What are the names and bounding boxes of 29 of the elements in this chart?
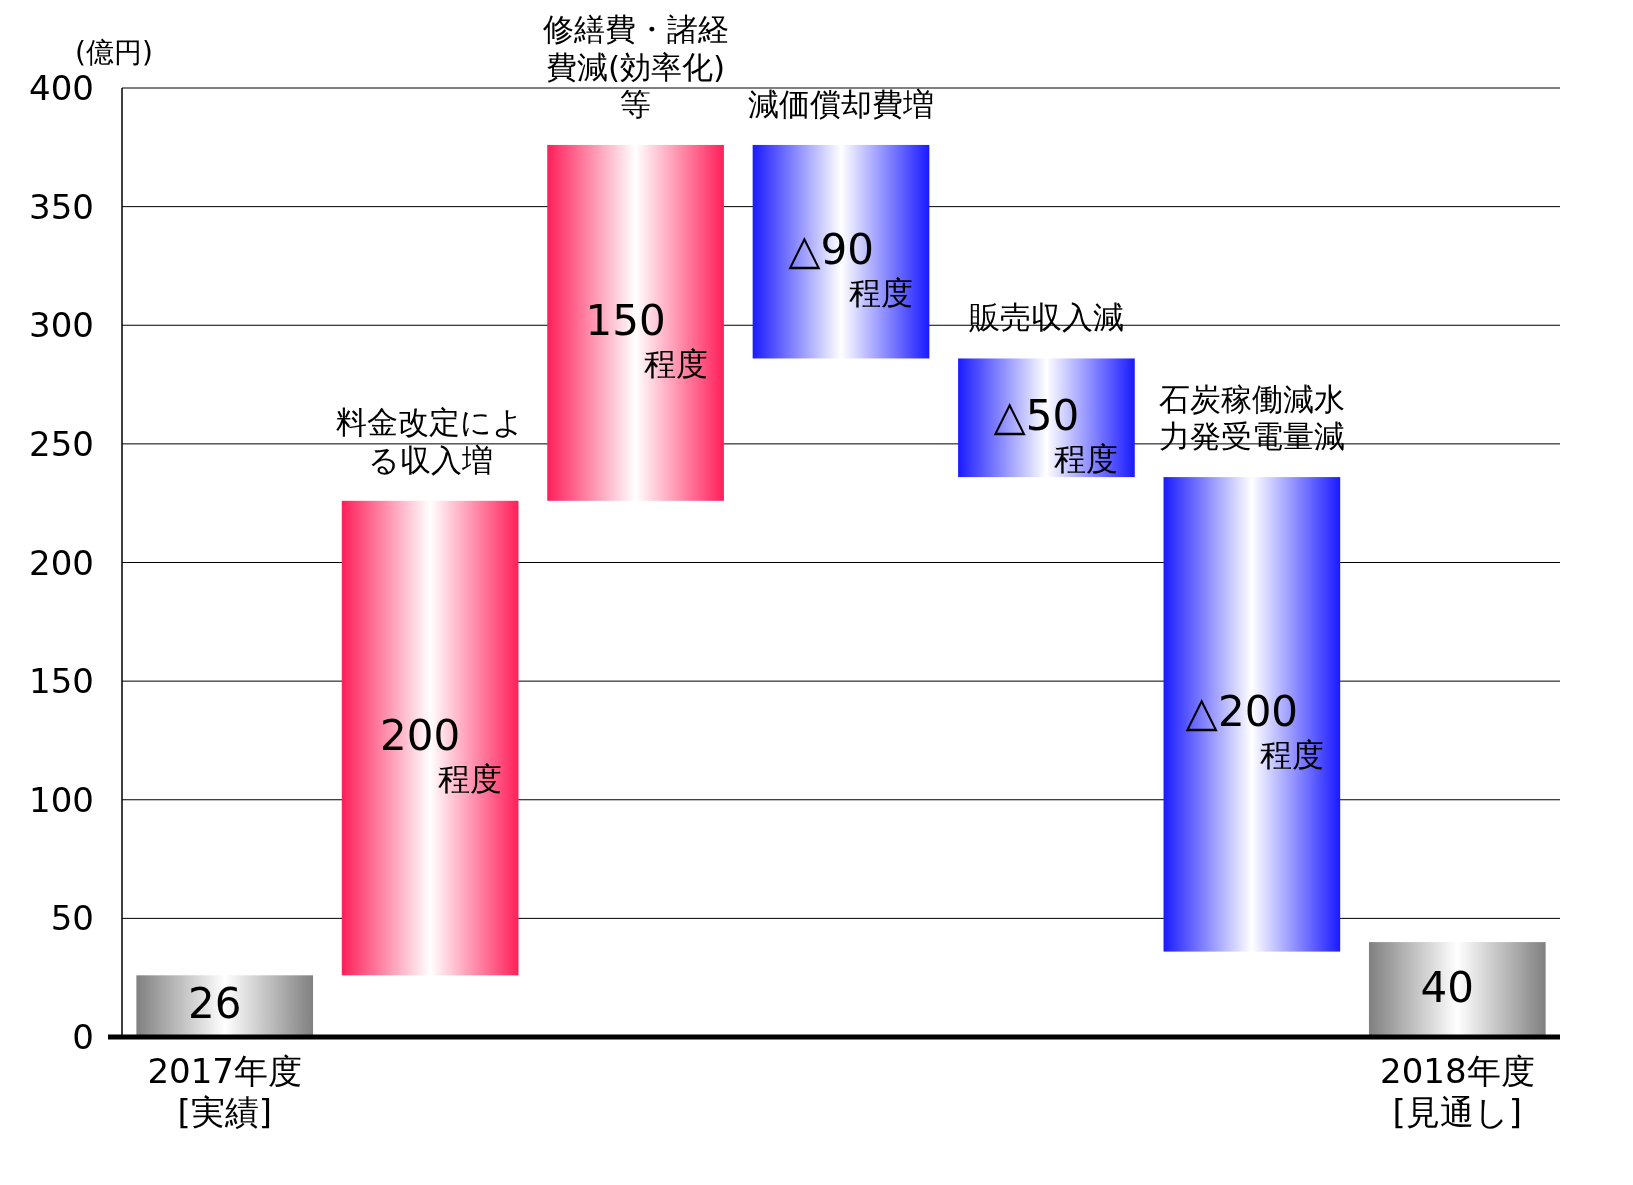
y-tick-label: 250	[29, 423, 94, 464]
y-tick-label: 300	[29, 305, 94, 346]
data-label: △90程度	[788, 224, 913, 312]
x-tick-label: 料金改定による収入増	[335, 404, 526, 479]
bar	[341, 500, 519, 976]
y-axis-title: (億円)	[75, 36, 153, 69]
data-label: 40	[1420, 962, 1475, 1012]
data-label: △50程度	[993, 390, 1119, 478]
x-tick-label: 修繕費・諸経費減(効率化)等	[541, 11, 730, 123]
x-tick-label: 2017年度[実績]	[146, 1051, 303, 1133]
x-tick-label: 2018年度[見通し]	[1379, 1051, 1536, 1133]
y-tick-label: 150	[29, 661, 94, 702]
bar	[958, 358, 1135, 478]
y-tick-label: 50	[50, 898, 94, 939]
data-label: 150程度	[585, 295, 708, 383]
data-label: 200程度	[380, 711, 503, 799]
y-tick-label: 200	[29, 542, 94, 583]
bar	[136, 975, 314, 1037]
bar	[1368, 942, 1546, 1037]
x-tick-label: 減価償却費増	[747, 85, 935, 123]
y-tick-label: 100	[29, 779, 94, 820]
y-tick-label: 0	[72, 1017, 94, 1057]
data-label: 26	[187, 979, 242, 1029]
bar	[752, 144, 930, 359]
bar	[547, 144, 724, 501]
data-label: △200程度	[1185, 687, 1324, 775]
y-tick-label: 400	[29, 68, 94, 108]
bar	[1163, 477, 1341, 952]
y-tick-label: 350	[29, 186, 94, 227]
